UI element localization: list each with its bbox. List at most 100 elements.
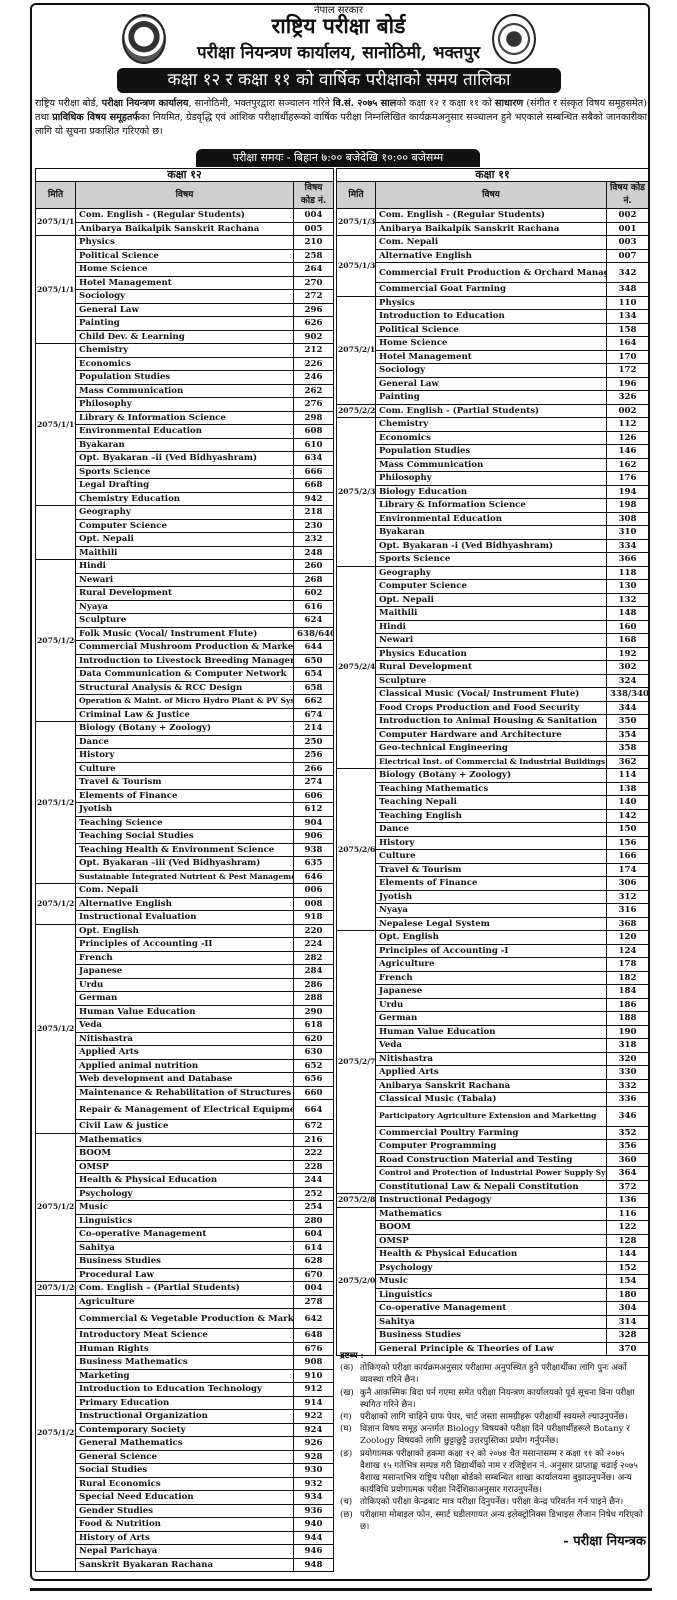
table-row: Computer Programming 356 (337, 1139, 650, 1154)
table-row: Web development and Database 656 (36, 1072, 335, 1087)
subject-code: 608 (292, 424, 335, 439)
table-row: Rural Economics 932 (36, 1476, 335, 1491)
intro-segment: (संगीत र संस्कृत विषय समूहसमेत) तथा (35, 98, 647, 123)
subject-name: Data Communication & Computer Network (75, 667, 294, 682)
table-row: Sociology 172 (337, 363, 650, 378)
subject-code: 003 (605, 235, 650, 250)
subject-code: 338/340 (605, 687, 650, 702)
subject-name: Byakaran (75, 437, 294, 452)
subject-name: Physics (75, 235, 294, 250)
subject-code: 166 (605, 849, 650, 864)
subject-code: 148 (605, 606, 650, 621)
table-row: Sustainable Integrated Nutrient & Pest M… (36, 869, 335, 884)
table-row: Principles of Accounting -II 224 (36, 937, 335, 952)
table-row: Rural Development 602 (36, 586, 335, 601)
subject-name: Food & Nutrition (75, 1517, 294, 1532)
table-row: Linguistics 280 (36, 1213, 335, 1228)
subject-code: 620 (292, 1031, 335, 1046)
table-row: Sports Science 366 (337, 552, 650, 567)
subject-code: 372 (605, 1179, 650, 1194)
subject-name: BOOM (75, 1146, 294, 1161)
subject-name: General Law (375, 376, 607, 391)
subject-name: Japanese (75, 964, 294, 979)
subject-code: 198 (605, 498, 650, 513)
subject-name: Biology (Botany + Zoology) (75, 721, 294, 736)
subject-code: 248 (292, 545, 335, 560)
subject-name: Computer Science (75, 518, 294, 533)
subject-code: 162 (605, 457, 650, 472)
table-row: Teaching Health & Environment Science 938 (36, 842, 335, 857)
subject-code: 610 (292, 437, 335, 452)
subject-name: Newari (75, 572, 294, 587)
subject-code: 674 (292, 707, 335, 722)
note-text: परीक्षामा मोबाइल फोन, स्मार्ट घडीलगायत अ… (360, 1509, 643, 1532)
subject-code: 252 (292, 1186, 335, 1201)
table-row: Special Need Education 934 (36, 1490, 335, 1505)
subject-name: Applied Arts (375, 1065, 607, 1080)
subject-code: 626 (292, 316, 335, 331)
table-row: Constitutional Law & Nepali Constitution… (337, 1179, 650, 1194)
table-row: 2075/2/7 Opt. English 120 (336, 930, 650, 1194)
subject-code: 942 (292, 491, 335, 506)
subject-code: 676 (292, 1341, 335, 1356)
subject-name: History (75, 748, 294, 763)
subject-name: Hindi (375, 619, 607, 634)
subject-code: 368 (605, 916, 650, 931)
bottom-rule (30, 1588, 652, 1591)
subject-code: 308 (605, 511, 650, 526)
subject-name: Teaching Nepali (375, 795, 607, 810)
subject-code: 634 (292, 451, 335, 466)
subject-code: 904 (292, 815, 335, 830)
table-row: Opt. Byakaran –ii (Ved Bidhyashram) 634 (36, 451, 335, 466)
table-row: Agriculture 178 (337, 957, 650, 972)
subject-name: Music (75, 1200, 294, 1215)
subject-name: Introduction to Animal Housing & Sanitat… (375, 714, 607, 729)
subject-name: Sculpture (375, 673, 607, 688)
subject-name: Constitutional Law & Nepali Constitution (375, 1179, 607, 1194)
table-row: Library & Information Science 298 (36, 410, 335, 425)
date-column-header: मिति (35, 181, 76, 209)
schedule-title-banner: कक्षा १२ र कक्षा ११ को वार्षिक परीक्षाको… (117, 68, 561, 93)
subject-code: 614 (292, 1240, 335, 1255)
subject-code: 002 (605, 403, 650, 418)
subject-code: 642 (292, 1308, 335, 1329)
subject-name: Mass Communication (375, 457, 607, 472)
subject-code: 112 (605, 417, 650, 432)
subject-code: 254 (292, 1200, 335, 1215)
subject-name: Dance (375, 822, 607, 837)
note-label: (छ) (340, 1509, 353, 1520)
table-row: Hotel Management 170 (337, 349, 650, 364)
subject-name: Food Crops Production and Food Security (375, 700, 607, 715)
table-row: Introduction to Education Technology 912 (36, 1382, 335, 1397)
subject-name: Folk Music (Vocal/ Instrument Flute) (75, 626, 294, 641)
note-item: (छ) परीक्षामा मोबाइल फोन, स्मार्ट घडीलगाय… (340, 1509, 646, 1533)
table-row: Operation & Maint. of Micro Hydro Plant … (36, 694, 335, 709)
subject-code: 170 (605, 349, 650, 364)
table-row: OMSP 128 (337, 1233, 650, 1248)
table-row: Sociology 272 (36, 289, 335, 304)
subject-name: Newari (375, 633, 607, 648)
subject-code: 182 (605, 970, 650, 985)
intro-segment: का नियमित, ग्रेडवृद्धि एवं आंशिक परीक्षा… (35, 112, 647, 137)
table-row: Painting 326 (337, 390, 650, 405)
table-row: Anibarya Baikalpik Sanskrit Rachana 005 (36, 221, 335, 236)
subject-name: Population Studies (75, 370, 294, 385)
subject-name: History (375, 835, 607, 850)
subject-name: French (75, 950, 294, 965)
subject-name: Geography (75, 505, 294, 520)
table-row: 2075/1/19 Chemistry 212 (35, 343, 335, 506)
subject-code: 004 (292, 1281, 335, 1296)
subject-name: Business Studies (375, 1328, 607, 1343)
subject-name: BOOM (375, 1220, 607, 1235)
table-row: Sahitya 614 (36, 1240, 335, 1255)
subject-name: Marketing (75, 1368, 294, 1383)
subject-code: 310 (605, 525, 650, 540)
subject-name: Linguistics (375, 1287, 607, 1302)
subject-name: Home Science (75, 262, 294, 277)
subject-code: 278 (292, 1294, 335, 1309)
note-label: (घ) (340, 1424, 352, 1435)
note-item: (च) तोकिएको परीक्षा केन्द्रबाट मात्र परीक… (340, 1496, 646, 1508)
subject-code: 116 (605, 1206, 650, 1221)
subject-name: Urdu (75, 977, 294, 992)
subject-code: 918 (292, 910, 335, 925)
